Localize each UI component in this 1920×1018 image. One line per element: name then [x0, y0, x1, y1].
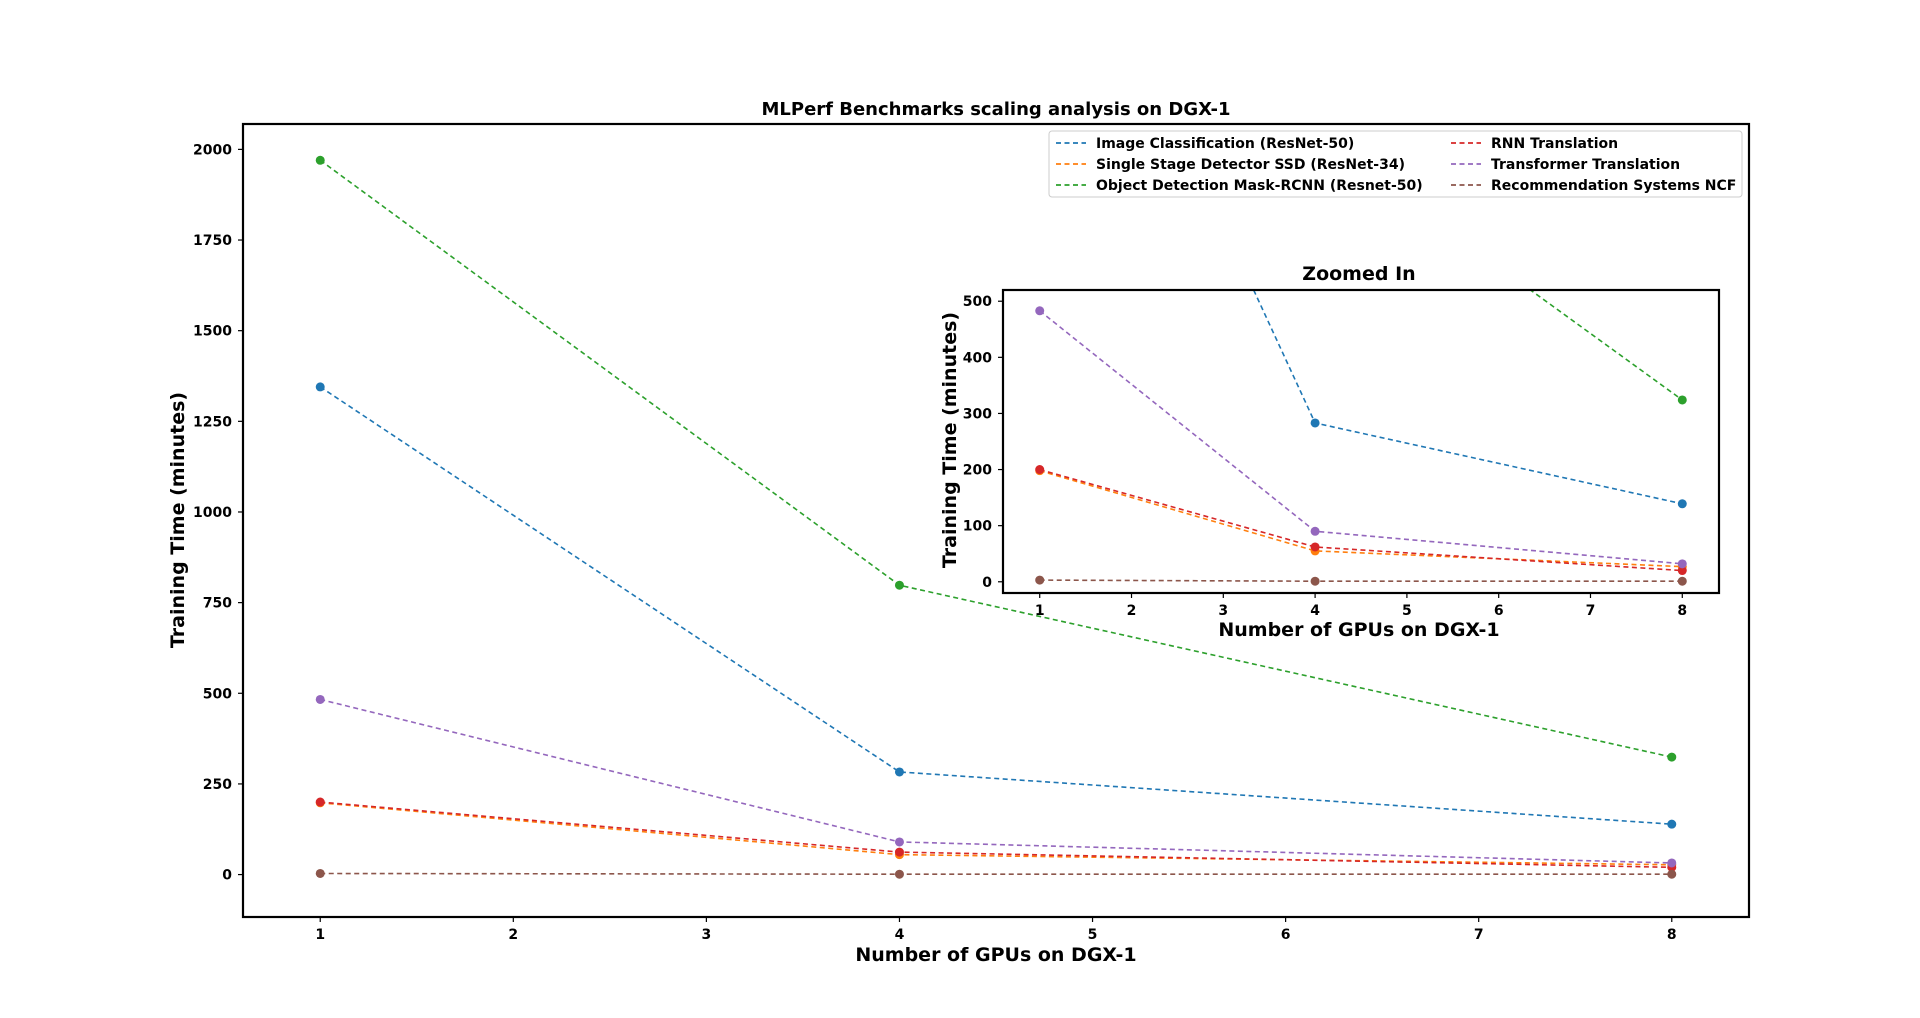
legend: Image Classification (ResNet-50) Single S…	[1048, 130, 1743, 198]
inset-y-tick-label-0: 0	[982, 575, 992, 591]
main-y-tick-label-1000: 1000	[193, 505, 232, 521]
inset-point-3-3	[1677, 395, 1687, 405]
main-y-tick-label-1250: 1250	[193, 414, 232, 430]
inset-plot: 1 2 3 4 5 6 7 8 0 100 200 300 400 500	[963, 288, 1721, 619]
inset-point-4-1	[1035, 465, 1045, 475]
main-point-3-1	[315, 155, 325, 165]
legend-label-3: Object Detection Mask-RCNN (Resnet-50)	[1096, 178, 1423, 194]
x-axis-title: Number of GPUs on DGX-1	[855, 944, 1136, 966]
inset-title: Zoomed In	[1302, 263, 1415, 285]
inset-y-tick-label-400: 400	[963, 350, 992, 366]
main-point-6-2	[894, 869, 904, 879]
inset-point-1-3	[1677, 499, 1687, 509]
main-x-tick-label-6: 6	[1281, 927, 1291, 943]
main-series-line-6	[320, 872, 1672, 876]
inset-series-line-3	[1529, 290, 1683, 401]
main-point-6-3	[1667, 869, 1677, 879]
inset-x-tick-label-5: 5	[1402, 603, 1412, 619]
inset-y-tick-label-500: 500	[963, 294, 992, 310]
inset-point-6-3	[1677, 576, 1687, 586]
main-x-tick-label-1: 1	[315, 927, 325, 943]
inset-x-tick-label-7: 7	[1586, 603, 1596, 619]
chart-title: MLPerf Benchmarks scaling analysis on DG…	[762, 99, 1231, 120]
inset-point-5-1	[1035, 306, 1045, 316]
legend-label-2: Single Stage Detector SSD (ResNet-34)	[1096, 157, 1405, 173]
inset-series-line-4	[1039, 468, 1683, 572]
inset-point-4-3	[1677, 566, 1687, 576]
inset-point-6-2	[1310, 576, 1320, 586]
inset-x-tick-label-2: 2	[1127, 603, 1137, 619]
main-x-tick-label-4: 4	[895, 927, 905, 943]
inset-point-4-2	[1310, 542, 1320, 552]
legend-label-6: Recommendation Systems NCF	[1491, 178, 1736, 194]
main-point-6-1	[315, 868, 325, 878]
inset-point-6-1	[1035, 575, 1045, 585]
inset-frame	[1001, 288, 1721, 595]
inset-series-layer	[1035, 290, 1687, 586]
main-y-tick-label-250: 250	[203, 777, 232, 793]
main-y-tick-label-750: 750	[203, 596, 232, 612]
main-point-5-1	[315, 694, 325, 704]
main-y-tick-label-1500: 1500	[193, 324, 232, 340]
main-x-tick-label-5: 5	[1088, 927, 1098, 943]
main-point-3-3	[1667, 752, 1677, 762]
inset-y-tick-label-300: 300	[963, 406, 992, 422]
inset-x-tick-label-4: 4	[1310, 603, 1320, 619]
inset-y-tick-label-100: 100	[963, 519, 992, 535]
main-series-line-2	[320, 801, 1672, 866]
legend-label-4: RNN Translation	[1491, 136, 1618, 152]
inset-point-5-3	[1677, 559, 1687, 569]
legend-label-5: Transformer Translation	[1491, 157, 1680, 173]
inset-x-tick-label-3: 3	[1218, 603, 1228, 619]
legend-label-1: Image Classification (ResNet-50)	[1096, 136, 1354, 152]
main-point-4-2	[894, 847, 904, 857]
main-point-4-1	[315, 797, 325, 807]
inset-series-line-2	[1039, 469, 1683, 568]
main-point-3-2	[894, 580, 904, 590]
y-axis-title: Training Time (minutes)	[167, 392, 189, 648]
inset-y-axis-title: Training Time (minutes)	[939, 312, 961, 568]
inset-x-tick-label-6: 6	[1494, 603, 1504, 619]
main-y-tick-label-2000: 2000	[193, 142, 232, 158]
main-point-5-2	[894, 837, 904, 847]
main-frame	[241, 122, 1751, 919]
inset-point-5-2	[1310, 526, 1320, 536]
inset-background	[1003, 290, 1719, 593]
main-x-tick-label-7: 7	[1474, 927, 1484, 943]
inset-x-tick-label-1: 1	[1035, 603, 1045, 619]
main-y-tick-label-500: 500	[203, 686, 232, 702]
main-point-1-3	[1667, 819, 1677, 829]
main-point-1-2	[894, 767, 904, 777]
main-x-tick-label-8: 8	[1667, 927, 1677, 943]
legend-box	[1048, 130, 1743, 198]
main-point-5-3	[1667, 858, 1677, 868]
main-x-tick-label-3: 3	[702, 927, 712, 943]
main-point-1-1	[315, 382, 325, 392]
inset-x-tick-label-8: 8	[1677, 603, 1687, 619]
main-series-line-5	[320, 698, 1672, 864]
main-series-line-1	[319, 386, 1672, 825]
main-y-tick-label-0: 0	[222, 868, 232, 884]
inset-point-1-2	[1310, 418, 1320, 428]
main-y-tick-label-1750: 1750	[193, 233, 232, 249]
inset-x-axis-title: Number of GPUs on DGX-1	[1218, 619, 1499, 641]
main-x-tick-label-2: 2	[508, 927, 518, 943]
inset-y-tick-label-200: 200	[963, 463, 992, 479]
main-series-layer	[315, 155, 1677, 879]
